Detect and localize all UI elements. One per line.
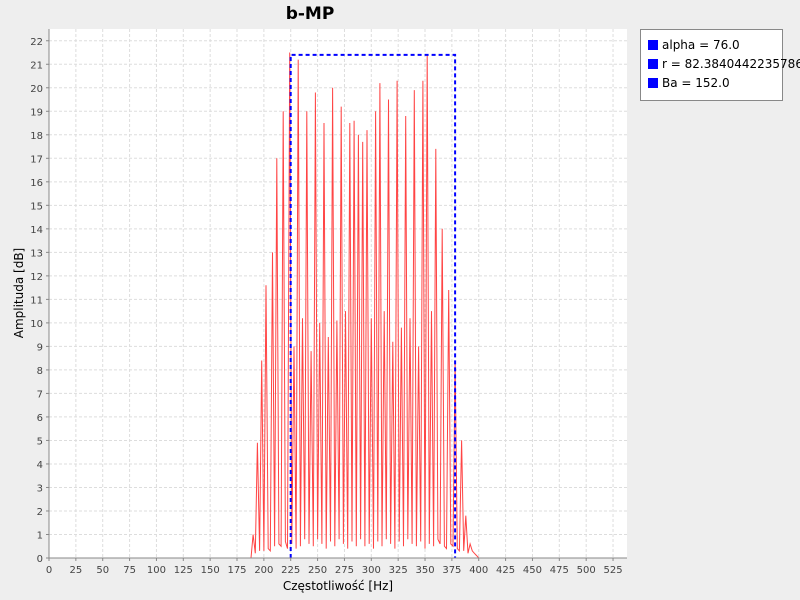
x-tick-label: 100 xyxy=(147,565,166,576)
legend-item-ba: Ba = 152.0 xyxy=(648,75,730,91)
y-tick-label: 6 xyxy=(37,413,43,424)
x-tick-label: 25 xyxy=(69,565,82,576)
x-tick-label: 150 xyxy=(201,565,220,576)
x-tick-label: 500 xyxy=(577,565,596,576)
y-tick-label: 15 xyxy=(30,201,43,212)
y-tick-label: 19 xyxy=(30,107,43,118)
x-tick-label: 450 xyxy=(523,565,542,576)
x-tick-label: 425 xyxy=(496,565,515,576)
chart-title: b-MP xyxy=(285,4,335,24)
y-tick-label: 4 xyxy=(37,460,43,471)
series-layer xyxy=(250,52,490,559)
x-tick-label: 400 xyxy=(469,565,488,576)
legend-item-r: r = 82.3840442235786 xyxy=(648,56,800,72)
x-tick-label: 0 xyxy=(46,565,52,576)
y-tick-label: 9 xyxy=(37,342,43,353)
legend-swatch xyxy=(648,59,658,69)
y-tick-label: 11 xyxy=(30,295,43,306)
x-axis-label: Częstotliwość [Hz] xyxy=(283,579,393,593)
y-tick-label: 17 xyxy=(30,154,43,165)
legend-label: alpha = 76.0 xyxy=(662,38,740,52)
y-tick-label: 1 xyxy=(37,530,43,541)
legend-item-alpha: alpha = 76.0 xyxy=(648,37,740,53)
window-line xyxy=(289,53,457,558)
x-tick-label: 375 xyxy=(442,565,461,576)
y-tick-label: 8 xyxy=(37,366,43,377)
y-tick-label: 14 xyxy=(30,225,43,236)
y-tick-label: 18 xyxy=(30,131,43,142)
y-tick-label: 2 xyxy=(37,507,43,518)
y-tick-label: 10 xyxy=(30,319,43,330)
x-tick-label: 250 xyxy=(308,565,327,576)
x-tick-label: 275 xyxy=(335,565,354,576)
x-tick-label: 300 xyxy=(362,565,381,576)
y-tick-label: 22 xyxy=(30,37,43,48)
legend-label: r = 82.3840442235786 xyxy=(662,57,800,71)
y-tick-label: 3 xyxy=(37,483,43,494)
legend-label: Ba = 152.0 xyxy=(662,76,730,90)
y-tick-label: 13 xyxy=(30,248,43,259)
legend-swatch xyxy=(648,78,658,88)
legend: alpha = 76.0 r = 82.3840442235786 Ba = 1… xyxy=(640,29,800,101)
y-axis-label: Amplituda [dB] xyxy=(12,248,26,339)
x-tick-label: 525 xyxy=(603,565,622,576)
y-tick-label: 16 xyxy=(30,178,43,189)
y-tick-label: 5 xyxy=(37,436,43,447)
legend-swatch xyxy=(648,40,658,50)
y-tick-label: 7 xyxy=(37,389,43,400)
x-tick-label: 225 xyxy=(281,565,300,576)
y-tick-label: 12 xyxy=(30,272,43,283)
x-tick-label: 350 xyxy=(415,565,434,576)
x-tick-label: 325 xyxy=(389,565,408,576)
x-tick-label: 50 xyxy=(96,565,109,576)
y-tick-label: 21 xyxy=(30,60,43,71)
y-tick-label: 0 xyxy=(37,554,43,565)
y-tick-label: 20 xyxy=(30,84,43,95)
x-axis-ticks: 0 25 50 75 100 125 150 175 200 225 250 275 300 325 350… xyxy=(46,558,623,576)
x-tick-label: 200 xyxy=(254,565,273,576)
x-tick-label: 75 xyxy=(123,565,136,576)
x-tick-label: 475 xyxy=(550,565,569,576)
x-tick-label: 125 xyxy=(174,565,193,576)
x-tick-label: 175 xyxy=(227,565,246,576)
